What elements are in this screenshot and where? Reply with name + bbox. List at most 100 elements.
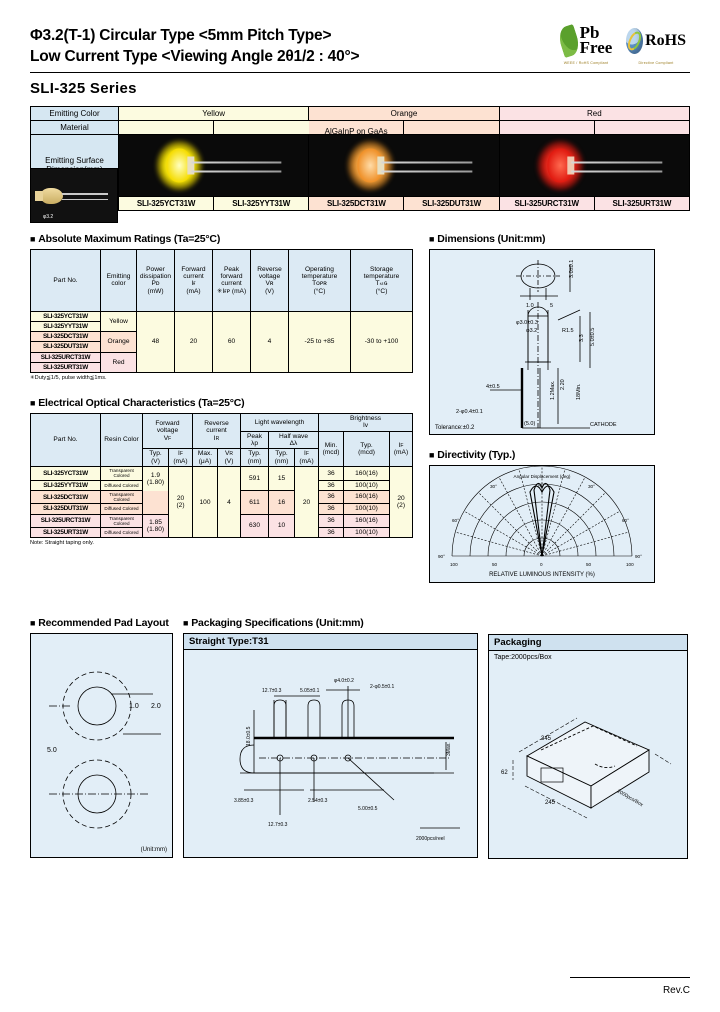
packaging-spec-type: Straight Type:T31 — [184, 633, 477, 650]
el-iv-typ-0: 160(16) — [343, 466, 391, 481]
abs-max-header-row: Part No. Emitting color Power dissipatio… — [30, 248, 413, 312]
page-title-line2: Low Current Type <Viewing Angle 2θ1/2 : … — [30, 47, 360, 65]
abs-max-peak-current: 60 — [212, 310, 251, 373]
dimensions-title: Dimensions (Unit:mm) — [429, 233, 655, 245]
el-iv-min-4: 36 — [318, 513, 345, 528]
dim-h33: 3.3 — [579, 334, 585, 342]
svg-text:30°: 30° — [490, 484, 497, 489]
led-photo-red — [498, 133, 691, 197]
el-iv-if: 20 (2) — [389, 466, 414, 539]
el-th-wl-typ: Typ. (nm) — [240, 448, 269, 468]
abs-max-part-1: SLI-325YYT31W — [30, 321, 101, 333]
pkg-j: 3Max. — [446, 742, 452, 756]
abs-max-reverse-voltage: 4 — [250, 310, 289, 373]
dim-max12: 1.2Max. — [550, 380, 556, 400]
abs-max-power: 48 — [136, 310, 175, 373]
pb-free-line2: Free — [579, 38, 613, 57]
dir-x-1: 50 — [492, 562, 498, 567]
el-resin-5: Diffused Colored — [100, 526, 143, 539]
dir-tick-0: 0° — [538, 484, 543, 489]
abs-max-part-5: SLI-325URT31W — [30, 361, 101, 373]
part-no-4: SLI-325URCT31W — [498, 195, 595, 211]
color-yellow: Yellow — [117, 105, 310, 121]
el-part-0: SLI-325YCT31W — [30, 466, 101, 481]
abs-max-th-forward-current: Forward current Iғ (mA) — [174, 248, 213, 312]
bottom-section: Recommended Pad Layout — [30, 617, 690, 859]
dim-v18: 18Min. — [576, 383, 582, 400]
dimensions-drawing: 1.0 5 3.0±0.1 φ3.0±0.3 φ3.2 R1.5 3.3 5.0… — [429, 248, 656, 435]
el-part-4: SLI-325URCT31W — [30, 513, 101, 528]
electrical-note: Note: Straight taping only. — [30, 540, 94, 547]
pkg-k: 2000pcs/reel — [416, 836, 445, 842]
abs-max-color-red: Red — [100, 351, 137, 373]
pkg-box-h: 62 — [501, 770, 508, 776]
compliance-logos: Pb Free WEEE / RoHS Compliant RoHS Direc… — [555, 22, 690, 65]
pad-layout-unit: (Unit:mm) — [140, 846, 167, 853]
led-photo-orange — [308, 133, 500, 197]
header-divider — [30, 71, 690, 73]
dim-h5: 5.0±0.5 — [590, 328, 596, 346]
packaging-spec-svg: 12.7±0.3 5.05±0.1 φ4.0±0.2 2-φ0.5±0.1 18… — [234, 678, 460, 842]
pkg-g: 2.54±0.3 — [308, 798, 328, 804]
abs-max-table: Part No. Emitting color Power dissipatio… — [30, 248, 413, 373]
el-resin-3: Diffused Colored — [100, 503, 143, 515]
abs-max-color-yellow: Yellow — [100, 310, 137, 333]
svg-text:2000pcs/Box: 2000pcs/Box — [616, 788, 644, 808]
left-column: Absolute Maximum Ratings (Ta=25°C) Part … — [30, 233, 414, 583]
electrical-header-row-1: Part No. Resin Color Forward voltage VF Re… — [30, 412, 414, 468]
packaging-column: Packaging Tape:2000pcs/Box — [488, 617, 688, 859]
abs-max-part-0: SLI-325YCT31W — [30, 310, 101, 323]
directivity-svg: Angular Displacement (deg) — [438, 465, 642, 578]
led-photo-yellow — [117, 133, 310, 197]
part-no-0: SLI-325YCT31W — [117, 195, 215, 211]
el-iv-typ-4: 160(16) — [343, 513, 391, 528]
part-no-5: SLI-325URT31W — [593, 195, 691, 211]
abs-max-storage-temp: -30 to +100 — [350, 310, 413, 373]
el-resin-0: Transparent Colored — [100, 466, 143, 481]
table-row-material: Material AlGaInP on GaAs — [30, 119, 691, 136]
electrical-header-row-2: Peak λp Half wave Δλ Min. (mcd) Typ. (mcd) I… — [31, 430, 414, 468]
dim-lead-w: 4±0.5 — [486, 384, 500, 390]
dir-tick-60: 60° — [622, 518, 629, 523]
pkg-c: φ4.0±0.2 — [334, 678, 354, 684]
el-iv-min-2: 36 — [318, 489, 345, 505]
pkg-e: 18.0±0.5 — [246, 726, 252, 746]
el-vf-if: 20 (2) — [168, 466, 193, 539]
revision-label: Rev.C — [662, 985, 690, 996]
dim-phi3: φ3.0±0.3 — [516, 320, 538, 326]
abs-max-footnote: ✳Duty≦1/5, pulse width≦1ms. — [30, 374, 107, 381]
packaging-drawing: Packaging Tape:2000pcs/Box — [488, 633, 688, 859]
el-iv-min-5: 36 — [318, 526, 345, 539]
dim-bot: (5.0) — [524, 421, 535, 427]
rohs-subtext: Directive Compliant — [638, 61, 674, 65]
el-part-3: SLI-325DUT31W — [30, 503, 101, 515]
el-iv-min-3: 36 — [318, 503, 345, 515]
electrical-table: Part No. Resin Color Forward voltage VF Re… — [30, 412, 414, 539]
dir-x-4: 100 — [626, 562, 634, 567]
abs-max-th-storage-temp: Storage temperature Tₛₜɢ (°C) — [350, 248, 413, 312]
packaging-title: Packaging — [489, 634, 687, 651]
pad-d1: 1.0 — [129, 703, 139, 710]
packaging-spec-drawing: Straight Type:T31 — [183, 632, 478, 858]
el-th-vf-if: IF (mA) — [168, 448, 193, 468]
el-resin-4: Transparent Colored — [100, 513, 143, 528]
part-no-2: SLI-325DCT31W — [308, 195, 405, 211]
svg-text:60°: 60° — [452, 518, 459, 523]
el-ir-max: 100 — [192, 466, 218, 539]
el-vf-typ-red: 1.85 (1.80) — [142, 513, 169, 539]
abs-max-operating-temp: -25 to +85 — [288, 310, 351, 373]
abs-max-th-reverse-voltage: Reverse voltage Vʀ (V) — [250, 248, 289, 312]
pb-free-line1: Pb — [579, 23, 600, 43]
rohs-text: RoHS — [645, 31, 686, 49]
packaging-svg: 345 62 245 2000pcs/Box — [501, 717, 672, 819]
el-th-resin-color: Resin Color — [100, 412, 143, 468]
el-wl-orange: 611 — [240, 490, 269, 515]
table-row-part-no: Part Nn. SLI-325YCT31W SLI-325YYT31W SLI… — [30, 195, 691, 211]
row-label-material: Material — [30, 119, 119, 135]
row-label-emitting-color: Emitting Color — [30, 105, 119, 121]
pkg-d: 2-φ0.5±0.1 — [370, 684, 395, 690]
part-no-1: SLI-325YYT31W — [213, 195, 310, 211]
pb-free-logo: Pb Free WEEE / RoHS Compliant — [555, 22, 616, 65]
el-resin-1: Diffused Colored — [100, 479, 143, 492]
